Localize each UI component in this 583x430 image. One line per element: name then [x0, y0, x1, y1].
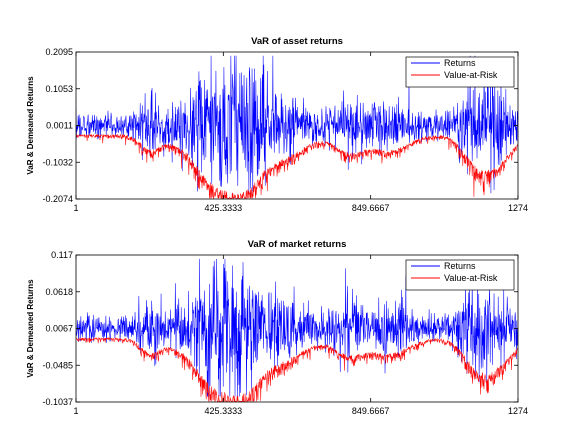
x-tick-label: 425.3333	[205, 203, 243, 213]
legend: Returns Value-at-Risk	[405, 56, 515, 88]
x-tick-label: 1274	[508, 406, 528, 416]
y-tick-label: 0.0011	[46, 121, 73, 131]
x-tick-label: 1	[73, 406, 78, 416]
y-tick-label: 0.0067	[45, 324, 73, 334]
y-tick-label: 0.2095	[45, 47, 73, 57]
y-tick-label: 0.0618	[45, 287, 73, 297]
legend-label: Returns	[444, 261, 476, 271]
series-line-value-at-risk	[76, 336, 518, 402]
legend-box	[405, 56, 515, 88]
legend-label: Value-at-Risk	[444, 70, 498, 80]
series-line-value-at-risk	[76, 133, 518, 199]
legend-label: Returns	[444, 58, 476, 68]
chart-title: VaR of asset returns	[251, 36, 343, 47]
y-tick-label: -0.1032	[42, 157, 73, 167]
y-axis-label: VaR & Demeaned Returns	[26, 279, 35, 378]
y-tick-label: -0.1037	[42, 397, 73, 407]
legend-box	[405, 259, 515, 291]
x-tick-label: 849.6667	[352, 406, 390, 416]
y-tick-label: 0.1053	[45, 84, 73, 94]
y-tick-label: 0.117	[51, 250, 73, 260]
x-tick-label: 849.6667	[352, 203, 390, 213]
series-line-returns	[76, 258, 518, 397]
legend-label: Value-at-Risk	[444, 273, 498, 283]
series-line-returns	[76, 55, 518, 194]
legend: Returns Value-at-Risk	[405, 259, 515, 291]
chart-title: VaR of market returns	[248, 239, 347, 250]
y-axis-label: VaR & Demeaned Returns	[26, 76, 35, 175]
x-tick-label: 1	[73, 203, 78, 213]
x-tick-label: 1274	[508, 203, 528, 213]
y-tick-label: -0.0485	[42, 360, 73, 370]
y-tick-label: -0.2074	[42, 194, 73, 204]
x-tick-label: 425.3333	[205, 406, 243, 416]
